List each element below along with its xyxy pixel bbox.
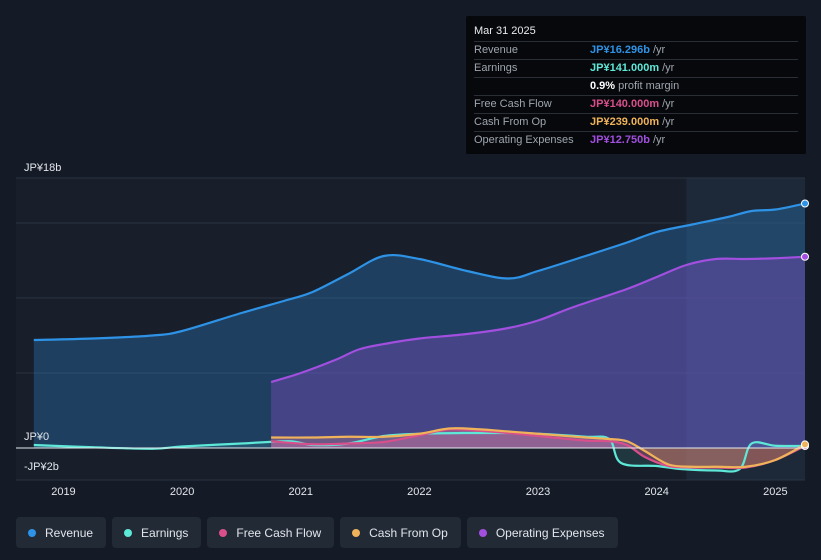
legend-item-revenue[interactable]: Revenue [16,517,107,548]
tooltip-label: Earnings [474,62,518,74]
legend-dot-icon [352,528,361,537]
legend-dot-icon [219,528,228,537]
legend-dot-icon [124,528,133,537]
tooltip-row: Cash From Op JP¥239.000m/yr [474,114,798,132]
legend-item-free-cash-flow[interactable]: Free Cash Flow [207,517,335,548]
operating-expenses-area [271,256,806,448]
tooltip-row: Free Cash Flow JP¥140.000m/yr [474,96,798,114]
tooltip-unit: /yr [652,44,666,56]
x-tick-label: 2021 [289,486,313,498]
y-label-top: JP¥18b [24,162,61,174]
legend: Revenue Earnings Free Cash Flow Cash From O… [16,517,618,548]
legend-dot-icon [28,528,36,537]
tooltip-row: 0.9% profit margin [474,78,798,96]
forecast-highlight-band [686,178,805,480]
tooltip-label: Cash From Op [474,116,547,128]
tooltip-value: JP¥141.000m [590,62,660,74]
x-tick-label: 2024 [644,486,668,498]
tooltip-row: Operating Expenses JP¥12.750b/yr [474,132,798,149]
tooltip-value: JP¥239.000m [590,116,660,128]
cash-from-op-line [271,427,806,469]
y-label-bottom: -JP¥2b [24,461,59,473]
legend-label: Operating Expenses [495,525,605,540]
legend-label: Earnings [141,525,189,540]
tooltip-unit: /yr [652,134,666,146]
tooltip-unit: /yr [662,62,675,74]
legend-dot-icon [478,528,487,537]
revenue-endpoint [801,199,809,208]
x-tick-label: 2023 [526,486,550,498]
tooltip-unit: /yr [662,98,675,110]
tooltip-unit: /yr [662,116,675,128]
operating-expenses-endpoint [801,252,809,261]
x-tick-label: 2025 [763,486,787,498]
operating-expenses-line [270,255,806,384]
x-tick-label: 2019 [51,486,75,498]
tooltip-value: JP¥140.000m [590,98,660,110]
tooltip-label: Revenue [474,44,519,56]
tooltip-row: Earnings JP¥141.000m/yr [474,60,798,78]
tooltip-panel: Mar 31 2025 Revenue JP¥16.296b/yr Earnings… [466,16,806,154]
legend-label: Revenue [45,525,94,540]
tooltip-value: 0.9% [590,80,616,92]
cash-from-op-endpoint [801,440,809,449]
x-tick-label: 2020 [170,486,194,498]
tooltip-row: Revenue JP¥16.296b/yr [474,42,798,60]
legend-label: Cash From Op [369,525,448,540]
y-label-zero: JP¥0 [24,431,49,443]
legend-item-cash-from-op[interactable]: Cash From Op [340,517,461,548]
tooltip-label [474,78,590,95]
tooltip-unit: profit margin [618,80,680,92]
tooltip-label: Operating Expenses [474,134,574,146]
x-tick-label: 2022 [407,486,431,498]
tooltip-date: Mar 31 2025 [474,23,798,42]
legend-label: Free Cash Flow [236,525,322,540]
revenue-line [33,202,806,342]
tooltip-label: Free Cash Flow [474,98,552,110]
legend-item-operating-expenses[interactable]: Operating Expenses [466,517,618,548]
legend-item-earnings[interactable]: Earnings [112,517,202,548]
tooltip-value: JP¥16.296b [590,44,650,56]
chart: JP¥18b JP¥0 -JP¥2b 2019 2020 2021 2022 2023 2… [16,162,809,498]
revenue-area [33,203,805,448]
tooltip-value: JP¥12.750b [590,134,650,146]
